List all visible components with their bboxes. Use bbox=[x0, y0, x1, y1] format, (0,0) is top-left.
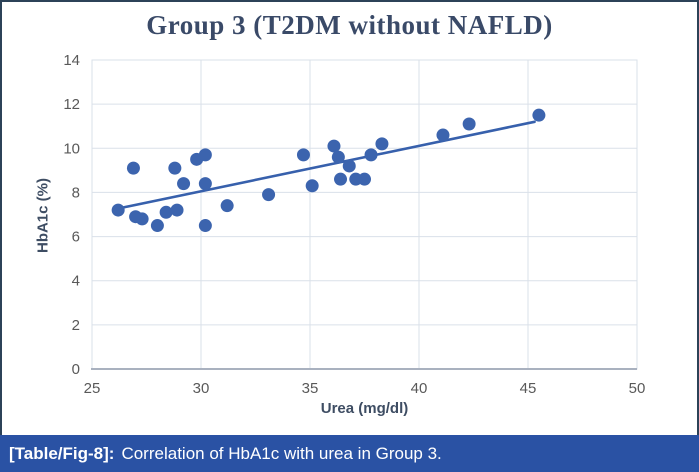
data-point bbox=[126, 161, 140, 175]
data-point bbox=[159, 205, 173, 219]
data-point bbox=[262, 188, 276, 202]
x-axis-title: Urea (mg/dl) bbox=[320, 400, 409, 417]
data-point bbox=[170, 203, 184, 217]
data-point bbox=[375, 137, 389, 151]
data-point bbox=[168, 161, 182, 175]
x-tick-label: 25 bbox=[84, 380, 101, 397]
chart-card: Group 3 (T2DM without NAFLD) 0 2 4 6 8 10 12 14… bbox=[0, 0, 699, 435]
y-tick-label: 2 bbox=[72, 317, 80, 334]
data-point bbox=[198, 219, 212, 233]
caption-label: [Table/Fig-8]: bbox=[9, 443, 115, 463]
y-tick-label: 0 bbox=[72, 361, 80, 378]
data-point bbox=[177, 177, 191, 191]
y-tick-label: 12 bbox=[63, 96, 80, 113]
x-tick-label: 50 bbox=[629, 380, 646, 397]
trend-line bbox=[114, 120, 536, 211]
scatter-plot: 0 2 4 6 8 10 12 14 25 30 35 40 45 50 bbox=[63, 52, 646, 397]
y-tick-label: 8 bbox=[72, 184, 80, 201]
data-point bbox=[198, 177, 212, 191]
data-point bbox=[327, 139, 341, 153]
x-tick-label: 40 bbox=[411, 380, 428, 397]
data-point bbox=[462, 117, 476, 131]
caption-bar: [Table/Fig-8]: Correlation of HbA1c with… bbox=[0, 435, 699, 472]
data-point bbox=[532, 108, 546, 122]
data-point bbox=[358, 172, 371, 186]
x-tick-label: 35 bbox=[302, 380, 319, 397]
data-point bbox=[111, 203, 125, 217]
y-tick-label: 4 bbox=[72, 273, 80, 290]
data-point bbox=[135, 212, 149, 226]
data-point bbox=[220, 199, 234, 213]
data-point bbox=[296, 148, 310, 162]
y-tick-label: 10 bbox=[63, 140, 80, 157]
data-point bbox=[342, 159, 356, 173]
caption-text: Correlation of HbA1c with urea in Group … bbox=[121, 443, 442, 463]
data-point bbox=[150, 219, 164, 233]
data-point bbox=[364, 148, 378, 162]
y-tick-label: 6 bbox=[72, 229, 80, 246]
data-point bbox=[436, 128, 450, 142]
x-tick-label: 45 bbox=[520, 380, 537, 397]
y-tick-label: 14 bbox=[63, 52, 80, 69]
data-point bbox=[331, 150, 345, 164]
y-axis-title: HbA1c (%) bbox=[34, 178, 52, 254]
chart-title: Group 3 (T2DM without NAFLD) bbox=[146, 10, 553, 40]
data-point bbox=[305, 179, 319, 193]
data-point bbox=[198, 148, 212, 162]
data-point bbox=[334, 172, 348, 186]
x-tick-label: 30 bbox=[193, 380, 210, 397]
